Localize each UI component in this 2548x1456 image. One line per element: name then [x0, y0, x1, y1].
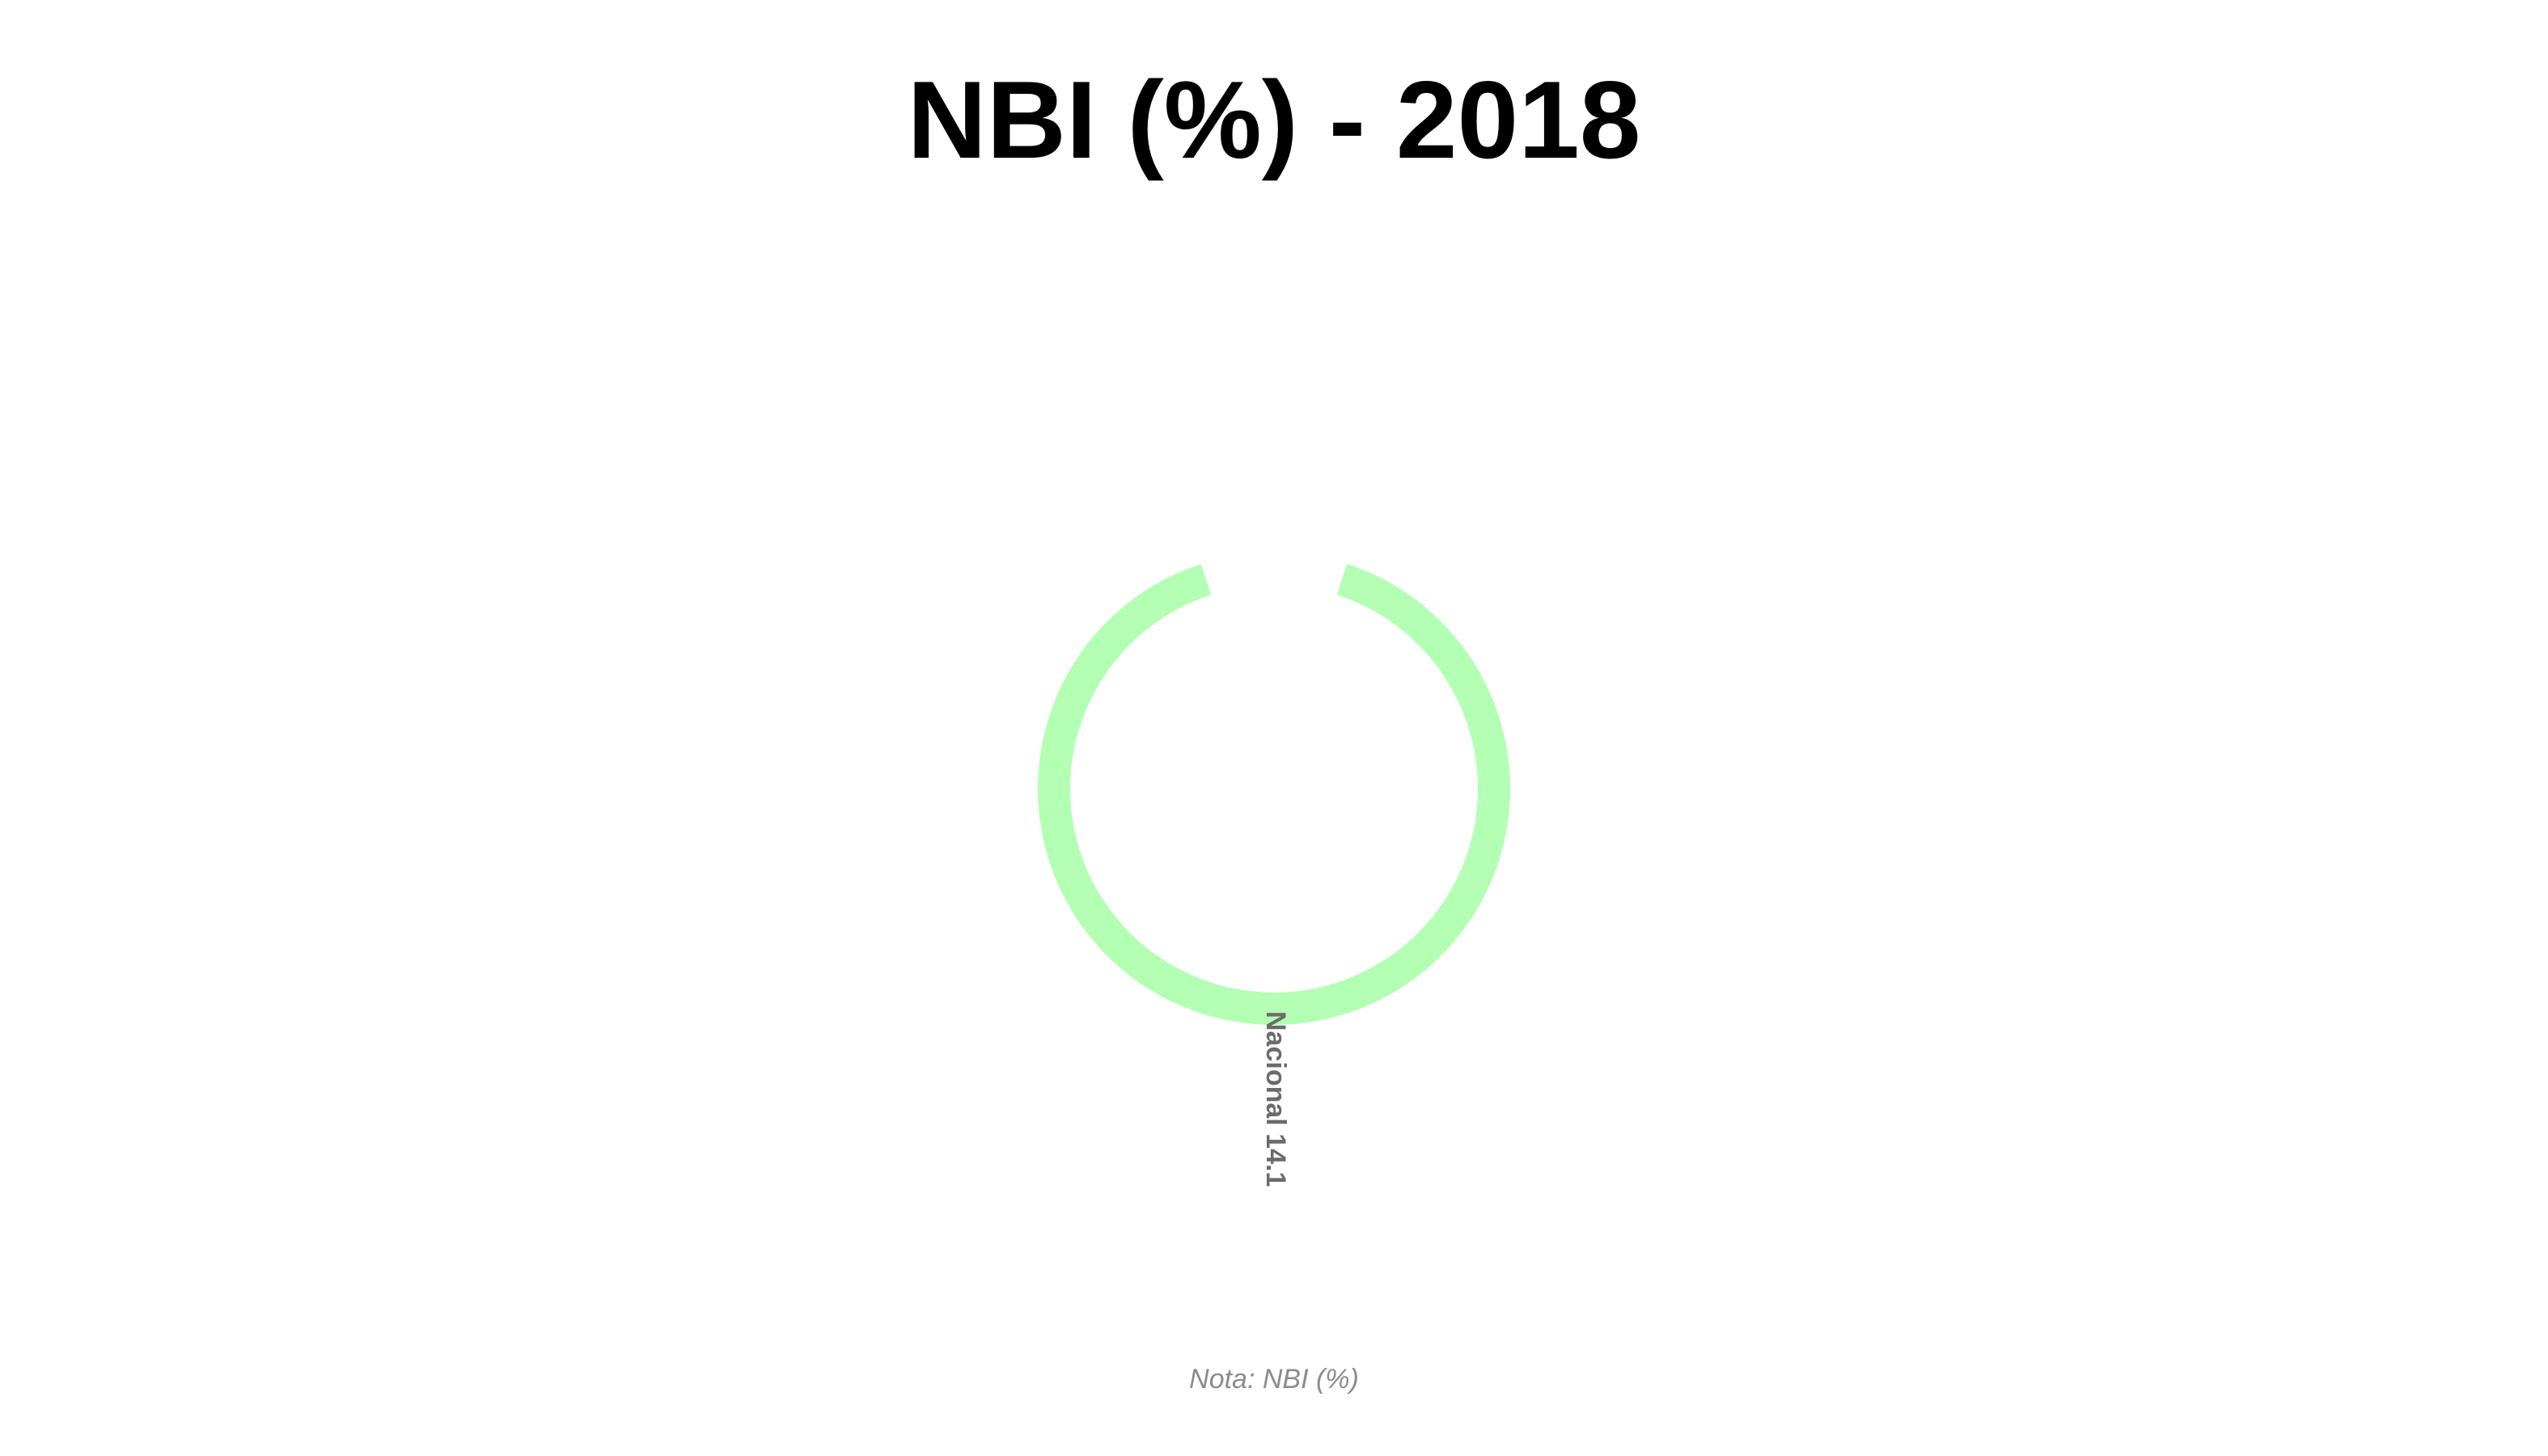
chart-title: NBI (%) - 2018 — [907, 58, 1641, 181]
pie-slice-nacional — [1038, 564, 1510, 1025]
chart-note: Nota: NBI (%) — [1189, 1364, 1359, 1395]
labels-group: Nacional 14.1 — [1260, 1011, 1291, 1187]
slice-label-nacional: Nacional 14.1 — [1260, 1011, 1291, 1187]
slices-group — [1038, 564, 1510, 1025]
